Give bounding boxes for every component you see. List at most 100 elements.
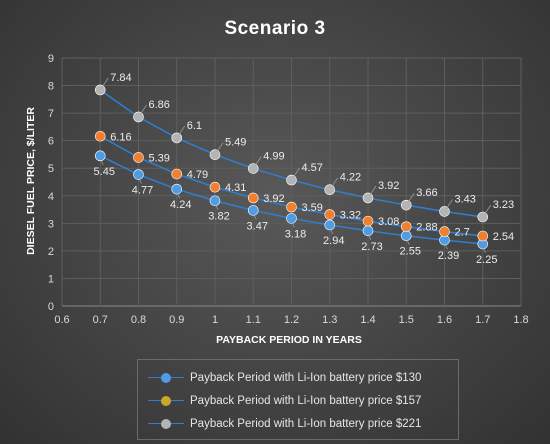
data-label: 3.08 [378, 216, 399, 228]
data-label: 4.99 [263, 150, 284, 162]
data-label: 3.23 [493, 199, 514, 211]
legend-swatch-icon [148, 371, 184, 385]
label-leader-line [178, 125, 186, 136]
label-leader-line [331, 177, 339, 187]
label-leader-line [483, 248, 487, 254]
data-label: 2.55 [400, 246, 421, 258]
data-label: 4.24 [170, 199, 191, 211]
y-axis-title: DIESEL FUEL PRICE, $/LITER [25, 107, 37, 255]
data-label: 3.82 [208, 211, 229, 223]
label-leader-line [101, 77, 109, 88]
data-point [362, 192, 374, 204]
label-leader-line [406, 240, 410, 245]
data-label: 6.16 [110, 131, 131, 143]
data-label: 3.47 [247, 220, 268, 232]
data-point [362, 225, 374, 237]
label-leader-line [216, 142, 224, 152]
label-leader-line [177, 193, 181, 199]
data-point [133, 152, 144, 163]
data-label: 3.32 [340, 210, 361, 222]
data-point [439, 206, 450, 217]
x-tick-label: 0.8 [131, 314, 146, 326]
data-label: 3.92 [263, 193, 284, 205]
data-point [439, 226, 450, 237]
y-tick-label: 4 [48, 191, 54, 203]
y-tick-label: 6 [48, 136, 54, 148]
y-tick-label: 2 [48, 246, 54, 258]
x-tick-label: 1.8 [513, 314, 528, 326]
legend-swatch-icon [148, 417, 184, 431]
x-tick-label: 1.6 [437, 314, 452, 326]
x-tick-label: 1 [212, 314, 218, 326]
y-tick-label: 9 [48, 53, 54, 65]
legend-item: Payback Period with Li-Ion battery price… [148, 366, 448, 389]
label-leader-line [407, 192, 415, 203]
data-point [133, 111, 144, 123]
data-point [400, 221, 412, 232]
data-point [209, 181, 221, 193]
data-label: 4.57 [302, 162, 323, 174]
data-label: 3.18 [285, 228, 306, 240]
x-tick-label: 0.9 [169, 314, 184, 326]
legend-item: Payback Period with Li-Ion battery price… [148, 389, 448, 412]
label-leader-line [293, 167, 300, 178]
data-label: 4.79 [187, 169, 208, 181]
label-leader-line [368, 235, 372, 240]
label-leader-line [484, 204, 492, 215]
x-tick-label: 0.7 [93, 314, 108, 326]
data-label: 2.7 [455, 227, 470, 239]
data-point [324, 219, 336, 231]
data-label: 2.88 [416, 222, 437, 234]
legend-label: Payback Period with Li-Ion battery price… [190, 371, 422, 384]
label-leader-line [254, 156, 262, 166]
data-point [209, 195, 221, 207]
data-label: 7.84 [110, 72, 131, 84]
data-label: 6.86 [149, 99, 170, 111]
data-point [286, 213, 297, 224]
label-leader-line [330, 229, 334, 235]
data-label: 3.43 [455, 193, 476, 205]
data-point [171, 132, 183, 144]
label-leader-line [215, 205, 219, 210]
x-tick-label: 1.2 [284, 314, 299, 326]
label-leader-line [253, 215, 257, 220]
y-tick-label: 5 [48, 163, 54, 175]
data-label: 3.66 [416, 187, 437, 199]
label-leader-line [445, 244, 448, 250]
data-point [247, 205, 259, 216]
x-tick-label: 1.1 [246, 314, 261, 326]
y-tick-label: 0 [48, 301, 54, 313]
legend-swatch-icon [148, 394, 184, 408]
data-label: 5.45 [94, 166, 115, 178]
x-tick-label: 1.5 [399, 314, 414, 326]
data-point [324, 209, 336, 220]
label-leader-line [292, 223, 295, 228]
data-label: 2.94 [323, 235, 344, 247]
data-point [94, 130, 106, 142]
x-tick-label: 1.4 [360, 314, 375, 326]
data-point [400, 230, 412, 242]
data-label: 2.54 [493, 231, 514, 243]
data-point [171, 168, 183, 180]
data-point [286, 201, 297, 213]
y-tick-label: 7 [48, 108, 54, 120]
data-label: 4.22 [340, 172, 361, 184]
data-label: 2.39 [438, 250, 459, 262]
legend-label: Payback Period with Li-Ion battery price… [190, 417, 422, 430]
data-label: 2.25 [476, 254, 497, 266]
x-tick-label: 1.7 [475, 314, 490, 326]
data-point [286, 174, 297, 186]
legend: Payback Period with Li-Ion battery price… [137, 359, 459, 440]
data-label: 3.92 [378, 180, 399, 192]
label-leader-line [369, 185, 377, 196]
data-label: 2.73 [361, 241, 382, 253]
data-point [133, 169, 144, 180]
data-point [94, 150, 106, 162]
data-point [94, 84, 106, 96]
y-tick-label: 1 [48, 273, 54, 285]
x-tick-label: 0.6 [54, 314, 69, 326]
data-point [324, 184, 336, 196]
data-label: 6.1 [187, 120, 202, 132]
